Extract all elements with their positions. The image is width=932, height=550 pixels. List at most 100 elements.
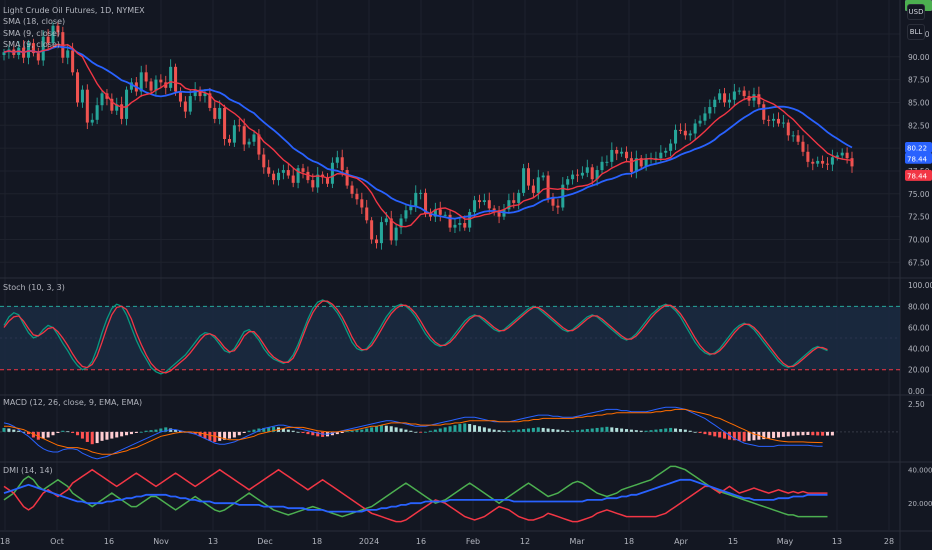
macd-hist-bar xyxy=(801,431,805,436)
price-tick-label: 85.00 xyxy=(908,98,930,107)
candle-body xyxy=(830,157,834,165)
candle-body xyxy=(257,134,261,155)
macd-hist-bar xyxy=(767,431,771,439)
candle-body xyxy=(575,174,580,176)
candle-body xyxy=(595,170,599,180)
candle-body xyxy=(546,175,550,199)
macd-hist-bar xyxy=(188,431,192,433)
candle-body xyxy=(713,99,717,108)
macd-hist-bar xyxy=(164,427,168,432)
candle-body xyxy=(438,209,442,215)
macd-hist-bar xyxy=(51,431,55,436)
candle-body xyxy=(781,122,785,124)
macd-hist-bar xyxy=(615,427,619,432)
macd-hist-bar xyxy=(502,430,506,432)
macd-hist-bar xyxy=(625,429,629,432)
candle-body xyxy=(384,218,388,223)
candle-body xyxy=(120,104,124,119)
candle-body xyxy=(80,89,84,103)
macd-hist-bar xyxy=(306,431,310,435)
candle-body xyxy=(507,200,511,210)
candle-body xyxy=(316,174,320,188)
macd-hist-bar xyxy=(12,429,16,432)
candle-body xyxy=(340,157,344,171)
candle-body xyxy=(276,172,281,181)
macd-hist-bar xyxy=(272,426,276,432)
macd-hist-bar xyxy=(286,429,290,432)
macd-pane-label[interactable]: MACD (12, 26, close, 9, EMA, EMA) xyxy=(3,398,143,407)
close-value-tag: 78.44 xyxy=(907,172,928,180)
macd-hist-bar xyxy=(487,428,491,432)
candle-body xyxy=(159,79,163,83)
macd-hist-bar xyxy=(154,429,158,432)
macd-hist-bar xyxy=(281,428,285,432)
candle-body xyxy=(306,171,310,181)
indicator-sma-9b-label[interactable]: SMA (9, close) xyxy=(3,40,61,49)
candle-body xyxy=(605,161,609,163)
stoch-tick-label: 80.00 xyxy=(908,302,930,311)
indicator-sma-9-label[interactable]: SMA (9, close) xyxy=(3,29,61,38)
candle-body xyxy=(71,50,75,73)
macd-hist-bar xyxy=(115,431,119,438)
dmi-pane xyxy=(3,465,828,523)
candle-body xyxy=(404,210,408,219)
macd-hist-bar xyxy=(678,429,682,432)
time-tick-label: 28 xyxy=(884,537,894,546)
candle-body xyxy=(193,89,197,97)
macd-hist-bar xyxy=(159,428,163,432)
macd-hist-bar xyxy=(683,429,687,432)
candle-body xyxy=(703,113,707,121)
macd-hist-bar xyxy=(639,430,643,432)
macd-hist-bar xyxy=(296,431,300,433)
candle-body xyxy=(615,149,619,154)
indicator-sma-18-label[interactable]: SMA (18, close) xyxy=(3,17,66,26)
currency-button[interactable]: USD xyxy=(907,4,925,20)
candle-body xyxy=(296,168,300,183)
candle-body xyxy=(414,192,418,207)
macd-hist-bar xyxy=(541,427,545,432)
macd-hist-bar xyxy=(316,431,320,437)
macd-hist-bar xyxy=(575,430,580,432)
candle-body xyxy=(600,161,604,171)
macd-hist-bar xyxy=(203,431,207,439)
dmi-pane-label[interactable]: DMI (14, 14) xyxy=(3,466,53,475)
candle-body xyxy=(139,72,143,92)
candle-body xyxy=(203,93,207,97)
macd-hist-bar xyxy=(742,431,746,442)
macd-hist-bar xyxy=(198,431,202,437)
stoch-lines xyxy=(3,299,828,375)
macd-hist-bar xyxy=(830,431,834,436)
candle-body xyxy=(639,158,643,167)
macd-hist-bar xyxy=(291,430,295,432)
macd-hist-bar xyxy=(149,430,153,432)
macd-hist-bar xyxy=(208,431,212,441)
time-tick-label: 18 xyxy=(624,537,634,546)
candle-body xyxy=(850,158,854,167)
macd-hist-bar xyxy=(453,425,457,432)
candle-body xyxy=(674,129,678,144)
macd-hist-bar xyxy=(634,430,638,432)
candle-body xyxy=(453,224,457,228)
time-tick-label: Mar xyxy=(569,537,585,546)
candle-body xyxy=(31,43,35,54)
macd-hist-bar xyxy=(129,431,133,435)
stoch-pane-label[interactable]: Stoch (10, 3, 3) xyxy=(3,283,65,292)
candle-body xyxy=(291,175,295,183)
candle-body xyxy=(335,157,339,163)
candle-body xyxy=(752,94,756,101)
candle-body xyxy=(767,119,771,121)
candle-body xyxy=(178,91,182,102)
macd-hist-bar xyxy=(56,431,60,433)
macd-hist-bar xyxy=(110,431,114,439)
candle-body xyxy=(742,90,746,97)
unit-button[interactable]: BLL xyxy=(907,24,925,40)
time-axis[interactable]: 18 Oct 16 Nov 13 Dec 18 2024 16 Feb 12 Mar 18 Apr 15 Ma… xyxy=(0,537,894,546)
price-tick-label: 82.50 xyxy=(908,121,930,130)
macd-hist-bar xyxy=(566,430,570,432)
candle-body xyxy=(688,133,692,136)
candle-body xyxy=(536,177,540,193)
macd-hist-bar xyxy=(247,430,251,432)
macd-hist-bar xyxy=(698,431,702,433)
candle-body xyxy=(585,167,589,173)
